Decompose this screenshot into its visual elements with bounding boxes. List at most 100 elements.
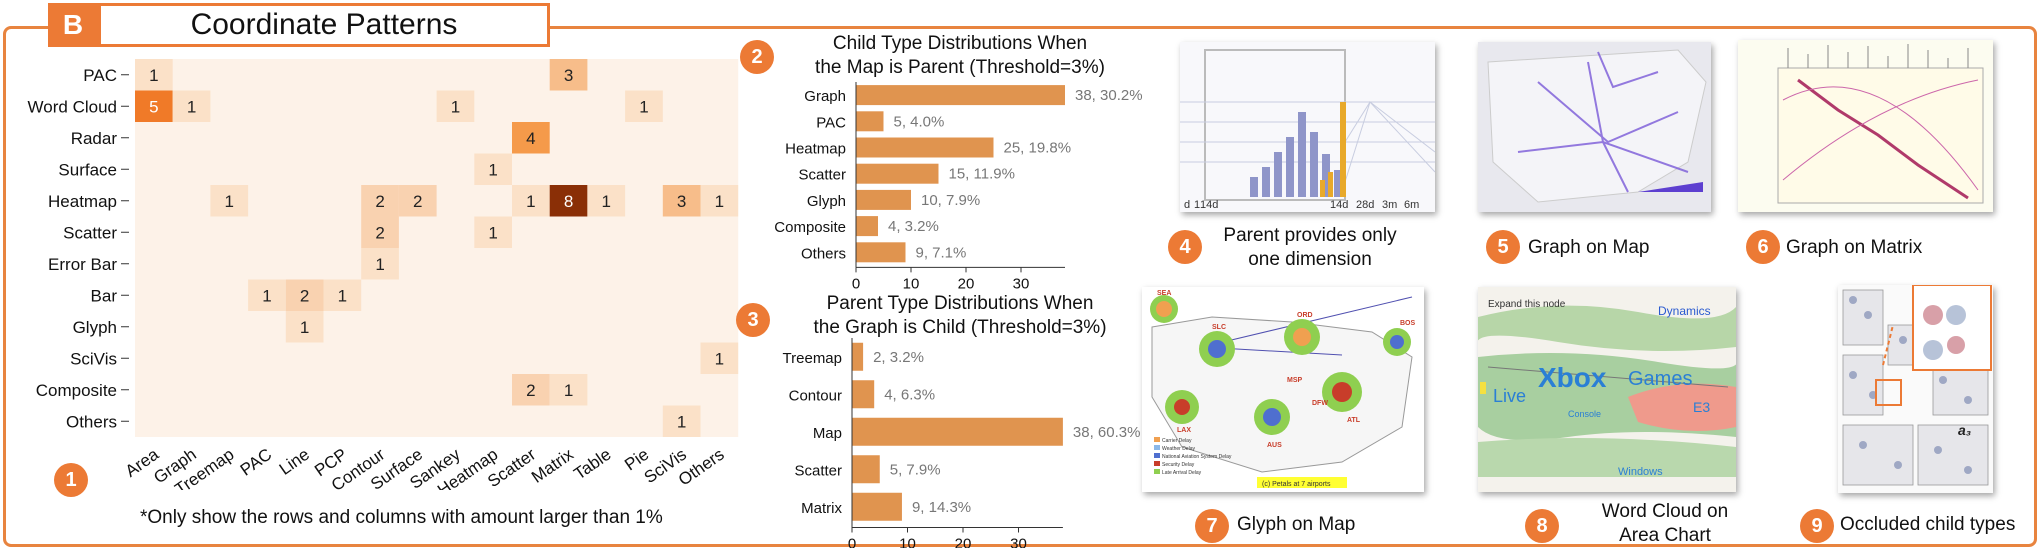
city-label-5: ATL <box>1347 417 1361 424</box>
thumb4-axis-label-5: 3m <box>1382 199 1397 211</box>
bar-category-label: Treemap <box>783 350 842 367</box>
heatmap-row-label: Heatmap <box>48 192 117 211</box>
heatmap-cell-value: 2 <box>413 192 422 211</box>
legend-swatch-0 <box>1154 437 1160 442</box>
heatmap-cell <box>662 405 701 437</box>
heatmap-cell-value: 1 <box>526 192 535 211</box>
heatmap-cell-value: 1 <box>451 97 460 116</box>
bar <box>856 137 994 158</box>
bar-value-label: 9, 14.3% <box>912 499 971 516</box>
thumb8-word-6: E3 <box>1693 399 1710 415</box>
bar-x-tick-label: 10 <box>899 536 916 549</box>
heatmap-cell-value: 1 <box>149 66 158 85</box>
thumbnail-word-cloud-on-area: Expand this node Dynamics Xbox Games Liv… <box>1478 287 1736 492</box>
caption-8-line1: Word Cloud on <box>1601 501 1729 522</box>
bar-value-label: 5, 7.9% <box>890 461 941 478</box>
caption-8: Word Cloud on Area Chart <box>1565 500 1765 548</box>
city-label-3: BOS <box>1400 320 1416 327</box>
bar-value-label: 10, 7.9% <box>921 192 980 209</box>
bar-value-label: 5, 4.0% <box>894 113 945 130</box>
bar-chart-1-title: Child Type Distributions When the Map is… <box>790 32 1130 80</box>
panel-frame <box>3 26 2037 547</box>
heatmap-row-label: Error Bar <box>48 255 117 274</box>
thumbnail-6-graphic <box>1777 44 1984 204</box>
heatmap-row-label: Radar <box>71 129 118 148</box>
heatmap-cell-value: 1 <box>300 318 309 337</box>
heatmap-cell-value: 1 <box>338 286 347 305</box>
bar-chart-child-types: Graph 38, 30.2% PAC 5, 4.0% Heatmap 25, 19.8%… <box>774 82 1143 292</box>
heatmap-row-label: Others <box>66 412 117 431</box>
thumbnail-5-graphic <box>1487 49 1707 203</box>
heatmap-cell-value: 1 <box>564 381 573 400</box>
heatmap-cell-value: 3 <box>564 66 573 85</box>
legend-item-0: Carrier Delay <box>1162 438 1192 444</box>
bar-value-label: 2, 3.2% <box>873 349 924 366</box>
heatmap-footnote: *Only show the rows and columns with amo… <box>140 507 663 528</box>
city-label-6: AUS <box>1267 442 1282 449</box>
caption-4-line2: one dimension <box>1248 249 1372 270</box>
bar <box>852 342 864 371</box>
bar-value-label: 4, 6.3% <box>884 386 935 403</box>
bar-category-label: Scatter <box>798 167 846 184</box>
heatmap-cell <box>662 185 701 217</box>
step-badge-2: 2 <box>740 40 774 74</box>
bar-category-label: Composite <box>774 219 846 236</box>
heatmap-row-label: Word Cloud <box>28 97 117 116</box>
thumb8-word-3: Live <box>1493 386 1526 406</box>
thumbnail-graph-on-matrix <box>1738 40 1993 212</box>
bar <box>856 163 939 184</box>
heatmap-cell <box>248 279 286 311</box>
heatmap-cell <box>700 185 739 217</box>
thumb8-word-2: Games <box>1628 368 1692 390</box>
bar-category-label: Matrix <box>801 500 842 517</box>
thumbnail-9-graphic: a₃ <box>1842 285 1992 486</box>
heatmap-cell <box>323 279 362 311</box>
heatmap-cell <box>700 342 739 374</box>
caption-9: Occluded child types <box>1840 514 2016 535</box>
heatmap-cell-value: 4 <box>526 129 535 148</box>
city-label-2: ORD <box>1297 312 1313 319</box>
heatmap-cell <box>474 216 512 248</box>
thumbnail-parent-one-dimension: d 1 14d 14d 28d 3m 6m <box>1180 42 1435 212</box>
bar-x-tick-label: 0 <box>852 275 860 292</box>
step-badge-9: 9 <box>1800 509 1834 543</box>
bar-value-label: 25, 19.8% <box>1004 140 1072 157</box>
thumb4-axis-label-0: d <box>1184 199 1190 211</box>
bar-value-label: 38, 30.2% <box>1075 87 1143 104</box>
heatmap-cell <box>549 374 588 406</box>
bar <box>856 242 906 263</box>
heatmap-row-label: Scatter <box>63 223 117 242</box>
bar <box>856 85 1065 106</box>
heatmap-cell-value: 3 <box>677 192 686 211</box>
heatmap-cell <box>625 90 663 122</box>
heatmap-cell <box>512 185 550 217</box>
thumb8-word-0: Dynamics <box>1658 304 1711 318</box>
caption-5: Graph on Map <box>1528 237 1650 258</box>
heatmap-row-label: Surface <box>58 160 117 179</box>
heatmap-cell-value: 1 <box>488 160 497 179</box>
bar-category-label: Scatter <box>794 462 842 479</box>
heatmap-cell-value: 2 <box>375 192 384 211</box>
heatmap-cell <box>549 185 588 217</box>
thumbnail-8-graphic: Expand this node Dynamics Xbox Games Liv… <box>1478 299 1736 478</box>
step-badge-7: 7 <box>1195 509 1229 543</box>
heatmap-row-label: SciVis <box>70 349 117 368</box>
thumbnail-glyph-on-map: SEA SLC ORD BOS LAX ATL AUS DFW MSP Carr… <box>1142 287 1424 492</box>
bar-chart-1-title-line1: Child Type Distributions When <box>832 33 1088 54</box>
caption-4-line1: Parent provides only <box>1223 225 1397 246</box>
bar-value-label: 4, 3.2% <box>888 218 939 235</box>
heatmap-row-label: PAC <box>83 66 117 85</box>
heatmap-row-label: Glyph <box>73 318 117 337</box>
caption-8-line2: Area Chart <box>1619 525 1711 546</box>
legend-swatch-4 <box>1154 469 1160 474</box>
step-badge-1: 1 <box>54 463 88 497</box>
bar-chart-2-title-line1: Parent Type Distributions When <box>826 293 1094 314</box>
thumbnail-4-graphic: d 1 14d 14d 28d 3m 6m <box>1180 49 1435 211</box>
bar-category-label: Others <box>801 245 846 262</box>
bar <box>852 455 880 484</box>
heatmap-cell <box>474 153 512 185</box>
caption-6: Graph on Matrix <box>1786 237 1923 258</box>
bar-category-label: Graph <box>804 88 846 105</box>
legend-swatch-3 <box>1154 461 1160 466</box>
bar-category-label: Glyph <box>807 193 846 210</box>
